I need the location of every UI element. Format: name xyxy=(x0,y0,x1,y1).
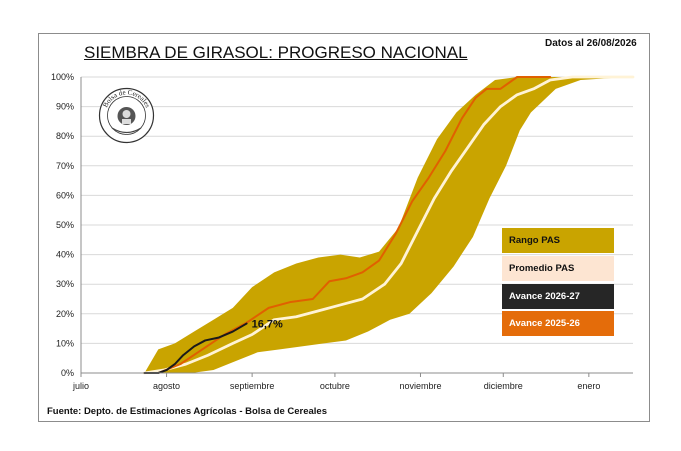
x-tick-label: julio xyxy=(72,381,89,391)
y-tick-label: 0% xyxy=(61,368,74,378)
x-tick-label: enero xyxy=(577,381,600,391)
legend-item: Avance 2025-26 xyxy=(502,311,614,336)
x-tick-label: noviembre xyxy=(399,381,441,391)
season-2025-26-line xyxy=(143,76,552,374)
x-tick-label: diciembre xyxy=(484,381,523,391)
x-tick-label: agosto xyxy=(153,381,180,391)
legend-item: Rango PAS xyxy=(502,228,614,253)
y-tick-label: 60% xyxy=(56,190,74,200)
legend-item: Promedio PAS xyxy=(502,256,614,281)
y-tick-label: 70% xyxy=(56,161,74,171)
season-2026-27-line xyxy=(143,322,248,374)
x-tick-label: septiembre xyxy=(230,381,275,391)
y-tick-label: 10% xyxy=(56,338,74,348)
y-tick-label: 100% xyxy=(51,72,74,82)
bolsa-de-cereales-seal-icon: Bolsa de Cereales xyxy=(98,87,155,144)
source-note: Fuente: Depto. de Estimaciones Agrícolas… xyxy=(47,406,327,417)
y-tick-label: 30% xyxy=(56,279,74,289)
y-tick-label: 50% xyxy=(56,220,74,230)
x-tick-label: octubre xyxy=(320,381,350,391)
current-value-label: 16,7% xyxy=(252,319,283,331)
range-band xyxy=(144,77,634,373)
y-tick-label: 20% xyxy=(56,309,74,319)
y-tick-label: 80% xyxy=(56,131,74,141)
date-note: Datos al 26/08/2026 xyxy=(545,38,637,49)
average-line xyxy=(143,75,635,375)
chart-title: SIEMBRA DE GIRASOL: PROGRESO NACIONAL xyxy=(84,43,468,62)
y-tick-label: 40% xyxy=(56,250,74,260)
y-tick-label: 90% xyxy=(56,102,74,112)
legend-item: Avance 2026-27 xyxy=(502,284,614,309)
